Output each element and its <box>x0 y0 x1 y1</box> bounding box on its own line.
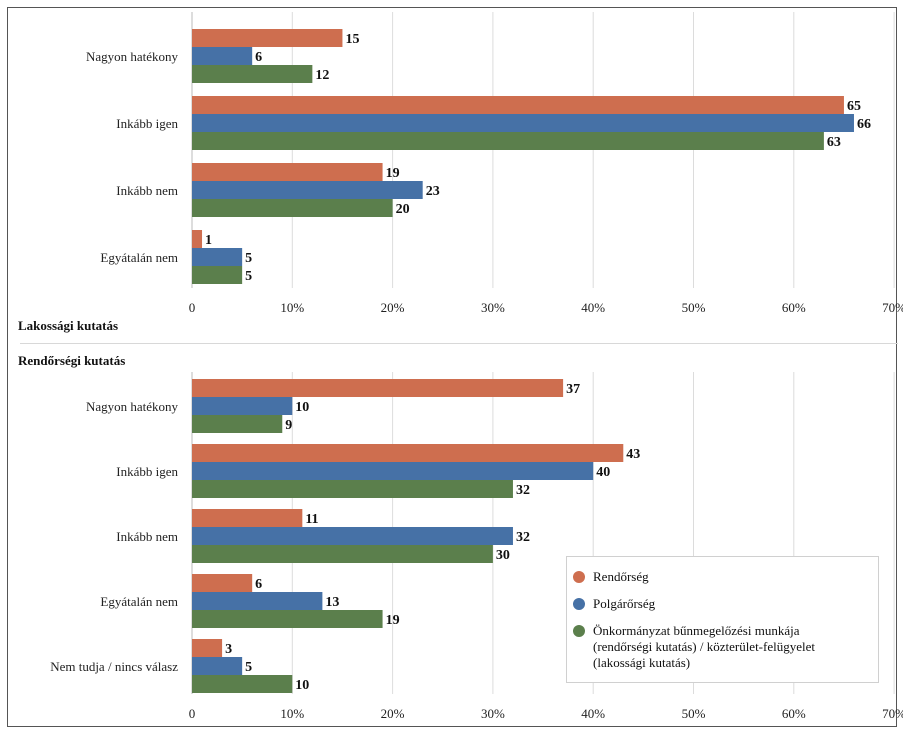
category-label: Inkább igen <box>116 464 178 479</box>
legend-swatch <box>573 571 585 583</box>
bar <box>192 527 513 545</box>
category-label: Nagyon hatékony <box>86 399 179 414</box>
bar <box>192 397 293 415</box>
category-label: Nem tudja / nincs válasz <box>50 659 178 674</box>
x-tick-label: 60% <box>782 300 806 315</box>
bar <box>192 592 323 610</box>
data-label: 32 <box>516 483 530 498</box>
bar <box>192 114 854 132</box>
x-tick-label: 30% <box>481 300 505 315</box>
bar <box>192 462 594 480</box>
legend-swatch <box>573 625 585 637</box>
x-tick-label: 10% <box>280 300 304 315</box>
data-label: 20 <box>396 202 410 217</box>
data-label: 9 <box>285 418 292 433</box>
data-label: 1 <box>205 233 212 248</box>
legend-label: Rendőrség <box>593 569 649 584</box>
x-tick-label: 0 <box>189 706 196 721</box>
data-label: 66 <box>857 117 871 132</box>
chart-legend: Rendőrség Polgárőrség Önkormányzat bűnme… <box>566 556 879 683</box>
bar <box>192 181 423 199</box>
bar <box>192 545 493 563</box>
data-label: 5 <box>245 660 252 675</box>
bar <box>192 509 303 527</box>
data-label: 12 <box>315 68 329 83</box>
bar <box>192 230 203 248</box>
data-label: 19 <box>386 166 400 181</box>
bar <box>192 639 223 657</box>
bar <box>192 47 253 65</box>
x-tick-label: 40% <box>581 300 605 315</box>
bar <box>192 199 393 217</box>
legend-item-onkormanyzat: Önkormányzat bűnmegelőzési munkája (rend… <box>573 623 873 671</box>
data-label: 19 <box>386 613 400 628</box>
chart-title-rendorsegi: Rendőrségi kutatás <box>18 353 126 368</box>
data-label: 5 <box>245 269 252 284</box>
x-tick-label: 30% <box>481 706 505 721</box>
x-tick-label: 50% <box>682 706 706 721</box>
bar <box>192 248 243 266</box>
bar <box>192 574 253 592</box>
category-label: Egyátalán nem <box>100 594 178 609</box>
data-label: 5 <box>245 251 252 266</box>
data-label: 32 <box>516 530 530 545</box>
x-tick-label: 10% <box>280 706 304 721</box>
bar <box>192 675 293 693</box>
data-label: 43 <box>626 447 640 462</box>
data-label: 6 <box>255 50 262 65</box>
x-tick-label: 20% <box>381 706 405 721</box>
data-label: 13 <box>325 595 339 610</box>
x-tick-label: 0 <box>189 300 196 315</box>
category-label: Inkább igen <box>116 116 178 131</box>
x-tick-label: 70% <box>882 706 903 721</box>
x-tick-label: 50% <box>682 300 706 315</box>
data-label: 6 <box>255 577 262 592</box>
legend-label: Önkormányzat bűnmegelőzési munkája (rend… <box>593 623 815 670</box>
category-label: Inkább nem <box>116 183 178 198</box>
legend-item-rendorseg: Rendőrség <box>573 569 873 585</box>
legend-swatch <box>573 598 585 610</box>
bar <box>192 163 383 181</box>
bar <box>192 65 313 83</box>
data-label: 15 <box>345 32 359 47</box>
bar <box>192 132 824 150</box>
category-label: Egyátalán nem <box>100 250 178 265</box>
bar <box>192 610 383 628</box>
x-tick-label: 70% <box>882 300 903 315</box>
legend-item-polgarorseg: Polgárőrség <box>573 596 873 612</box>
data-label: 40 <box>596 465 610 480</box>
data-label: 37 <box>566 382 580 397</box>
bar <box>192 657 243 675</box>
bar <box>192 29 343 47</box>
category-label: Inkább nem <box>116 529 178 544</box>
bar <box>192 480 513 498</box>
bar <box>192 96 844 114</box>
data-label: 3 <box>225 642 232 657</box>
chart-title-lakossagi: Lakossági kutatás <box>18 318 119 333</box>
x-tick-label: 20% <box>381 300 405 315</box>
panel-divider <box>20 343 898 344</box>
data-label: 23 <box>426 184 440 199</box>
x-tick-label: 40% <box>581 706 605 721</box>
bar <box>192 444 624 462</box>
data-label: 63 <box>827 135 841 150</box>
data-label: 10 <box>295 400 309 415</box>
bar <box>192 266 243 284</box>
bar <box>192 415 283 433</box>
category-label: Nagyon hatékony <box>86 49 179 64</box>
bar <box>192 379 564 397</box>
data-label: 11 <box>305 512 318 527</box>
x-tick-label: 60% <box>782 706 806 721</box>
chart-frame <box>7 7 897 727</box>
data-label: 10 <box>295 678 309 693</box>
data-label: 65 <box>847 99 861 114</box>
legend-label: Polgárőrség <box>593 596 656 611</box>
data-label: 30 <box>496 548 510 563</box>
